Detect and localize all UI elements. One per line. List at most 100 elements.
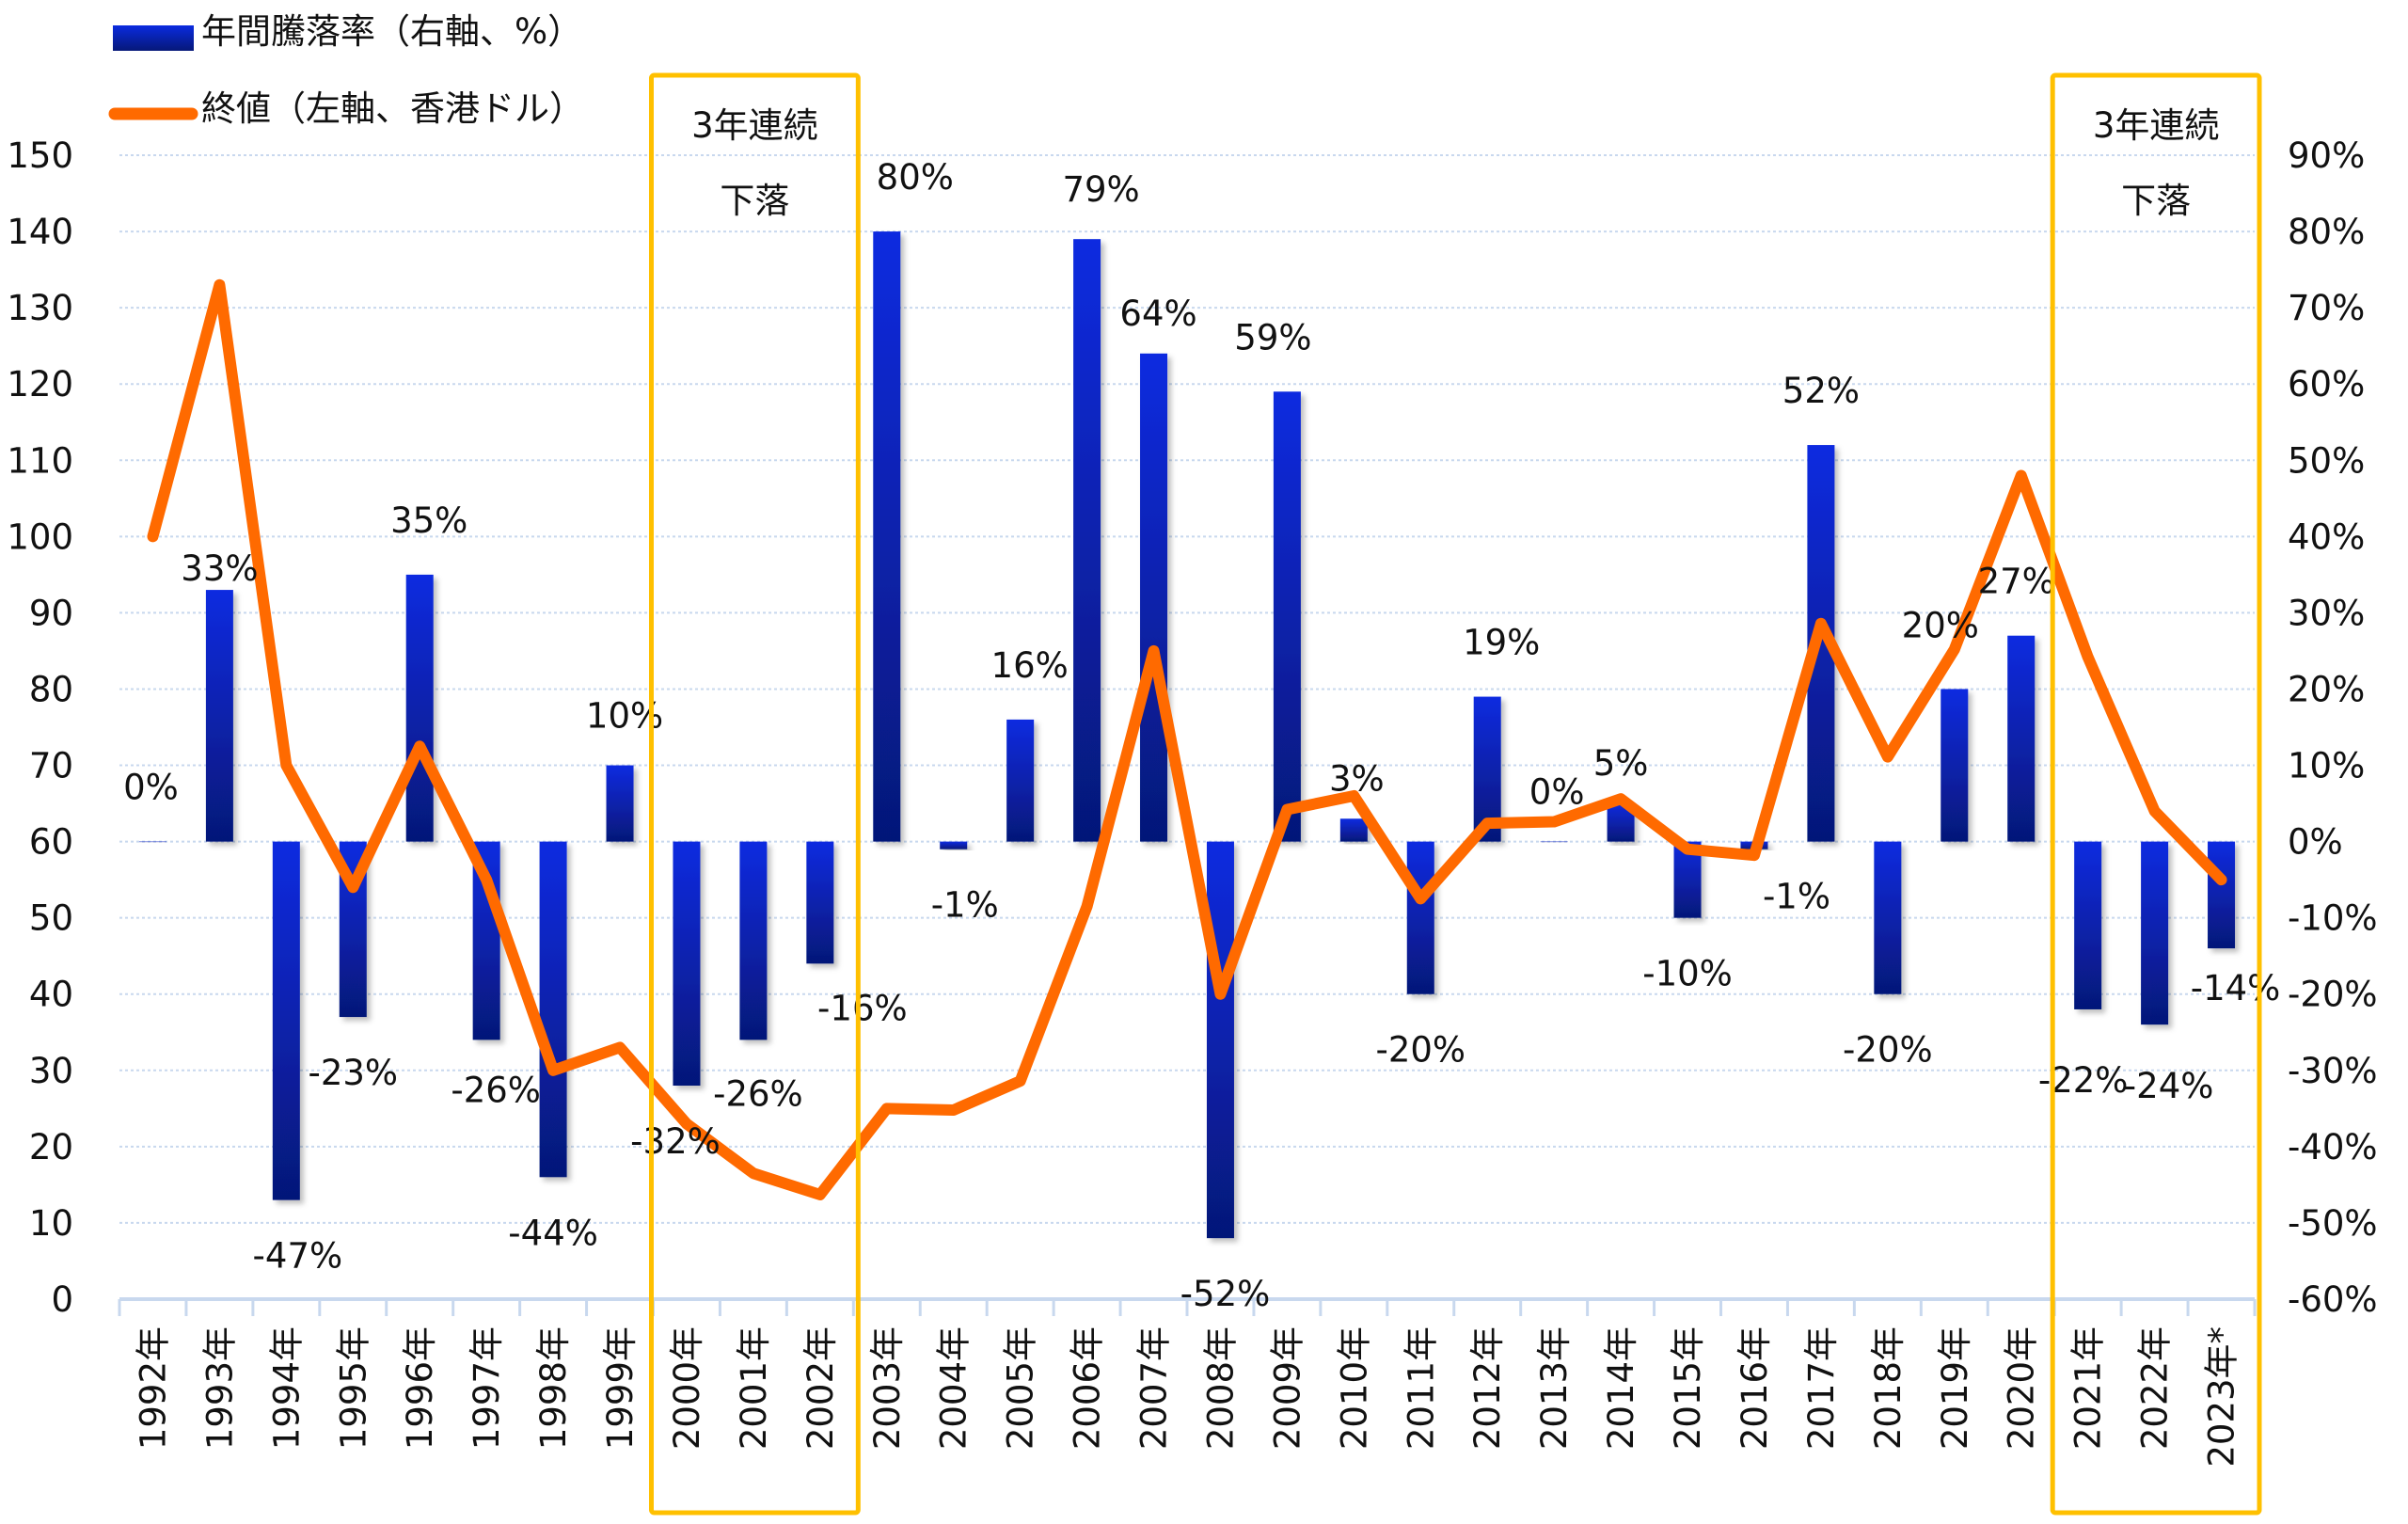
bar: [205, 590, 233, 842]
x-tick-label: 2022年: [2135, 1326, 2176, 1450]
legend-bar-label: 年間騰落率（右軸、%）: [201, 11, 582, 52]
bar-data-label: -16%: [817, 988, 908, 1028]
x-tick-label: 1997年: [467, 1326, 507, 1450]
left-axis: 0 10 20 30 40 50 60 70 80 90 100 110 120 130 140 150: [7, 135, 73, 1320]
left-tick-label: 90: [29, 593, 73, 633]
x-tick-label: 2020年: [2002, 1326, 2042, 1450]
legend-line-label: 終値（左軸、香港ドル）: [201, 88, 584, 129]
right-tick-label: -30%: [2288, 1051, 2378, 1091]
left-tick-label: 100: [7, 516, 73, 557]
bar: [2007, 635, 2036, 842]
bar-data-label: -32%: [630, 1121, 721, 1162]
bar: [1874, 841, 1902, 994]
bar: [940, 841, 968, 849]
x-tick-label: 2014年: [1601, 1326, 1641, 1450]
bar-data-label: -24%: [2124, 1066, 2214, 1106]
bar: [1140, 353, 1168, 842]
right-tick-label: -50%: [2288, 1203, 2378, 1244]
x-tick-label: 2003年: [867, 1326, 908, 1450]
bar: [2074, 841, 2102, 1009]
x-tick-label: 2009年: [1267, 1326, 1307, 1450]
bar-data-label: -1%: [931, 885, 999, 926]
x-tick-label: 2007年: [1134, 1326, 1175, 1450]
x-tick-label: 2019年: [1935, 1326, 1975, 1450]
bar-data-label: -26%: [713, 1073, 803, 1114]
bar: [1073, 239, 1101, 842]
bar-data-label: 35%: [390, 500, 467, 541]
left-tick-label: 140: [7, 212, 73, 252]
x-tick-label: 2015年: [1668, 1326, 1708, 1450]
highlight-box-label: 下落: [2121, 181, 2191, 221]
highlight-box-label: 3年連続: [2093, 105, 2220, 146]
bar: [1540, 841, 1568, 843]
left-tick-label: 20: [29, 1127, 73, 1167]
x-tick-label: 2018年: [1868, 1326, 1909, 1450]
x-tick-label: 1992年: [133, 1326, 173, 1450]
right-axis: -60% -50% -40% -30% -20% -10% 0% 10% 20% 30% 40% 50…: [2288, 135, 2378, 1320]
bar-data-label: 80%: [877, 157, 954, 198]
left-tick-label: 120: [7, 364, 73, 405]
bar-data-label: 19%: [1463, 623, 1540, 663]
bar: [272, 841, 300, 1200]
x-tick-label: 2021年: [2068, 1326, 2109, 1450]
highlight-box: [2050, 72, 2262, 1516]
bar-data-label: 27%: [1978, 562, 2055, 602]
x-tick-label: 2016年: [1735, 1326, 1775, 1450]
left-tick-label: 80: [29, 669, 73, 709]
bar: [873, 231, 901, 842]
x-tick-label: 2013年: [1534, 1326, 1575, 1450]
left-tick-label: 40: [29, 975, 73, 1015]
bar-data-label: 0%: [123, 768, 179, 808]
bar-data-labels: 0%33%-47%-23%35%-26%-44%10%-32%-26%-16%8…: [123, 157, 2280, 1314]
bar-data-label: -52%: [1180, 1274, 1271, 1314]
bar: [2208, 841, 2236, 949]
bar-data-label: 59%: [1234, 317, 1311, 357]
left-tick-label: 60: [29, 822, 73, 863]
bar-data-label: -14%: [2191, 968, 2281, 1008]
left-tick-label: 0: [51, 1279, 73, 1320]
x-tick-label: 1998年: [533, 1326, 574, 1450]
right-tick-label: 70%: [2288, 288, 2365, 328]
bar: [606, 765, 634, 842]
highlight-box-label: 下落: [720, 181, 789, 221]
right-tick-label: 90%: [2288, 135, 2365, 176]
bar-data-label: 16%: [991, 645, 1069, 686]
bar-data-label: 20%: [1902, 605, 1979, 645]
bar-data-label: 79%: [1062, 169, 1139, 210]
bar-data-label: -26%: [451, 1070, 541, 1110]
bar-data-label: 64%: [1119, 294, 1196, 334]
bar: [405, 574, 434, 842]
right-tick-label: 40%: [2288, 516, 2365, 557]
bar: [1941, 689, 1969, 842]
x-tick-label: 1994年: [266, 1326, 307, 1450]
x-tick-label: 2012年: [1467, 1326, 1508, 1450]
bar: [1206, 841, 1234, 1239]
left-tick-label: 130: [7, 288, 73, 328]
legend-bar-swatch: [113, 25, 194, 51]
left-tick-label: 150: [7, 135, 73, 176]
x-tick-label: 1999年: [600, 1326, 641, 1450]
bar-data-label: 3%: [1329, 758, 1385, 799]
line-series: [147, 278, 2227, 1200]
left-tick-label: 70: [29, 746, 73, 786]
x-tick-label: 2008年: [1200, 1326, 1241, 1450]
legend: 年間騰落率（右軸、%） 終値（左軸、香港ドル）: [108, 11, 584, 129]
bar-data-label: 52%: [1782, 371, 1860, 411]
x-tick-label: 2004年: [934, 1326, 974, 1450]
x-tick-label: 2005年: [1001, 1326, 1041, 1450]
left-tick-label: 30: [29, 1051, 73, 1091]
x-tick-label: 2017年: [1801, 1326, 1842, 1450]
x-tick-label: 2011年: [1401, 1326, 1441, 1450]
x-tick-label: 2010年: [1334, 1326, 1374, 1450]
x-tick-label: 2006年: [1068, 1326, 1108, 1450]
left-tick-label: 50: [29, 898, 73, 939]
x-tick-label: 1993年: [199, 1326, 240, 1450]
right-tick-label: -60%: [2288, 1279, 2378, 1320]
x-tick-label: 2002年: [800, 1326, 841, 1450]
bar-series: [138, 231, 2236, 1239]
left-tick-label: 10: [29, 1203, 73, 1244]
highlight-box: [649, 72, 861, 1516]
bar: [673, 841, 701, 1087]
